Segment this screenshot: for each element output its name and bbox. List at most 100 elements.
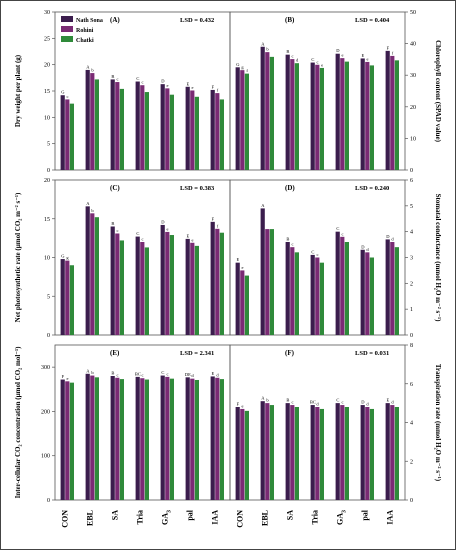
bar <box>90 375 95 500</box>
y-axis-title: Transpiration rate (mmol H₂O m⁻² s⁻¹) <box>434 364 442 482</box>
bar <box>65 381 70 500</box>
bar <box>169 378 174 500</box>
bar <box>94 79 99 170</box>
bar <box>360 405 365 500</box>
significance-letter: c <box>342 231 344 236</box>
y-tick-label: 10 <box>44 115 50 121</box>
bar <box>369 65 374 170</box>
significance-letter: b <box>91 370 94 375</box>
bar <box>319 262 324 335</box>
panel-F: 0 2 4 6 8 (F) LSD = 0.031 Transpiration rate (m… <box>229 343 442 504</box>
significance-letter: A <box>261 203 265 208</box>
y-tick-label: 5 <box>410 204 413 210</box>
panel-B: 0 10 20 30 40 50 (B) LSD = 0.404 Chlorophyll con… <box>229 10 442 174</box>
significance-letter: c <box>117 228 119 233</box>
panel-label: (D) <box>285 184 295 192</box>
bar <box>294 407 299 500</box>
x-tick-label: CON <box>236 510 245 528</box>
bar <box>194 96 199 170</box>
significance-letter: D <box>336 48 340 53</box>
significance-letter: D <box>361 244 365 249</box>
bar <box>385 403 390 500</box>
significance-letter: F <box>62 374 65 379</box>
significance-letter: c <box>142 80 144 85</box>
bar <box>394 247 399 335</box>
significance-letter: A <box>261 396 265 401</box>
bar <box>140 85 145 170</box>
significance-letter: G <box>236 62 240 67</box>
bar <box>110 79 115 170</box>
bar <box>340 236 345 335</box>
bar <box>319 408 324 500</box>
significance-letter: DE <box>185 372 191 377</box>
x-tick-label: IAA <box>386 510 395 525</box>
y-tick-label: 20 <box>44 178 50 184</box>
significance-letter: E <box>237 257 240 262</box>
bar <box>219 99 224 170</box>
bar <box>144 247 149 335</box>
significance-letter: D <box>386 234 390 239</box>
significance-letter: d <box>391 237 394 242</box>
significance-letter: e <box>367 56 369 61</box>
significance-letter: F <box>237 402 240 407</box>
panel-D: 0 1 2 3 4 5 6 (D) LSD = 0.240 Stomatal conductanc… <box>229 178 442 339</box>
significance-letter: E <box>387 398 390 403</box>
significance-letter: g <box>66 255 69 260</box>
significance-letter: A <box>86 201 90 206</box>
bar <box>285 54 290 170</box>
bar <box>165 376 170 500</box>
bar <box>385 239 390 335</box>
y-tick-label: 100 <box>41 454 50 460</box>
bar <box>290 59 295 170</box>
significance-letter: b <box>266 47 269 52</box>
significance-letter: f <box>217 223 219 228</box>
y-tick-label: 200 <box>41 409 50 415</box>
y-tick-label: 0 <box>47 168 50 174</box>
bar <box>165 231 170 335</box>
significance-letter: c <box>67 94 69 99</box>
significance-letter: C <box>311 57 314 62</box>
significance-letter: c <box>317 59 319 64</box>
y-tick-label: 0 <box>47 333 50 339</box>
panel-C: 0 5 10 15 20 (C) LSD = 0.383 Net photosynthetic… <box>14 178 231 339</box>
bar <box>60 95 65 170</box>
bar <box>165 88 170 170</box>
bar <box>360 249 365 335</box>
significance-letter: F <box>212 216 215 221</box>
significance-letter: A <box>86 64 90 69</box>
bar <box>210 89 215 170</box>
x-tick-label: pal <box>186 509 195 520</box>
panel-label: (E) <box>110 349 120 357</box>
bar <box>65 99 70 170</box>
bar <box>135 236 140 335</box>
bar <box>340 405 345 500</box>
significance-letter: c <box>317 252 319 257</box>
bar <box>244 410 249 500</box>
y-tick-label: 15 <box>44 217 50 223</box>
significance-letter: f <box>217 88 219 93</box>
significance-letter: c <box>292 54 294 59</box>
x-tick-label: SA <box>111 510 120 520</box>
significance-letter: c <box>167 371 169 376</box>
bar <box>269 229 274 335</box>
significance-letter: e <box>192 85 194 90</box>
bar <box>335 403 340 500</box>
y-tick-label: 10 <box>44 256 50 262</box>
significance-letter: C <box>136 231 139 236</box>
significance-letter: C <box>161 370 164 375</box>
significance-letter: e <box>167 83 169 88</box>
bar <box>194 245 199 335</box>
bar <box>119 240 124 335</box>
significance-letter: b <box>91 68 94 73</box>
bar <box>144 379 149 500</box>
bar <box>315 64 320 170</box>
bar <box>344 61 349 170</box>
bar <box>294 63 299 170</box>
bar <box>115 233 120 335</box>
y-tick-label: 0 <box>47 498 50 504</box>
significance-letter: A <box>86 368 90 373</box>
bar <box>310 254 315 335</box>
bar <box>85 69 90 170</box>
significance-letter: e <box>192 237 194 242</box>
